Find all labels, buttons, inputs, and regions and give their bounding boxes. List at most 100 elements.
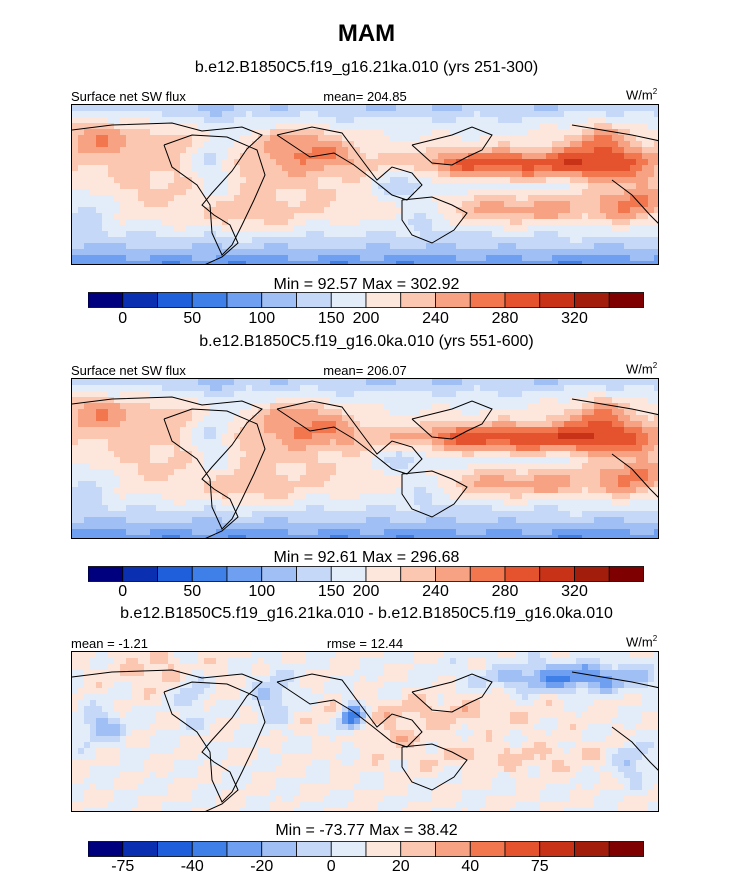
- field-cell: [144, 517, 151, 524]
- field-cell: [354, 451, 361, 458]
- field-cell: [90, 207, 97, 214]
- field-cell: [246, 129, 253, 136]
- field-cell: [462, 243, 469, 250]
- field-cell: [324, 445, 331, 452]
- field-cell: [102, 499, 109, 506]
- panel-2-left-label: Surface net SW flux: [71, 363, 186, 378]
- field-cell: [84, 403, 91, 410]
- field-cell: [534, 243, 541, 250]
- field-cell: [204, 111, 211, 118]
- field-cell: [642, 171, 649, 178]
- field-cell: [72, 511, 79, 518]
- field-cell: [150, 379, 157, 386]
- field-cell: [240, 231, 247, 238]
- field-cell: [138, 385, 145, 392]
- field-cell: [348, 511, 355, 518]
- field-cell: [432, 189, 439, 196]
- field-cell: [480, 117, 487, 124]
- field-cell: [258, 117, 265, 124]
- field-cell: [114, 403, 121, 410]
- field-cell: [420, 225, 427, 232]
- field-cell: [486, 457, 493, 464]
- field-cell: [324, 225, 331, 232]
- field-cell: [204, 159, 211, 166]
- field-cell: [366, 147, 373, 154]
- field-cell: [252, 213, 259, 220]
- field-cell: [588, 481, 595, 488]
- field-cell: [558, 105, 565, 112]
- field-cell: [312, 391, 319, 398]
- field-cell: [552, 231, 559, 238]
- field-cell: [612, 255, 619, 262]
- field-cell: [432, 207, 439, 214]
- field-cell: [72, 207, 79, 214]
- field-cell: [312, 499, 319, 506]
- field-cell: [582, 231, 589, 238]
- field-cell: [570, 445, 577, 452]
- field-cell: [534, 403, 541, 410]
- field-cell: [648, 415, 655, 422]
- field-cell: [90, 123, 97, 130]
- field-cell: [198, 243, 205, 250]
- field-cell: [90, 511, 97, 518]
- field-cell: [546, 171, 553, 178]
- field-cell: [210, 385, 217, 392]
- field-cell: [618, 237, 625, 244]
- field-cell: [216, 421, 223, 428]
- field-cell: [348, 385, 355, 392]
- field-cell: [162, 493, 169, 500]
- field-cell: [174, 189, 181, 196]
- field-cell: [510, 207, 517, 214]
- field-cell: [456, 135, 463, 142]
- field-cell: [264, 421, 271, 428]
- field-cell: [78, 421, 85, 428]
- field-cell: [96, 475, 103, 482]
- field-cell: [330, 207, 337, 214]
- field-cell: [594, 177, 601, 184]
- field-cell: [162, 171, 169, 178]
- field-cell: [354, 457, 361, 464]
- field-cell: [288, 421, 295, 428]
- field-cell: [294, 517, 301, 524]
- field-cell: [252, 255, 259, 262]
- field-cell: [114, 481, 121, 488]
- field-cell: [264, 249, 271, 256]
- field-cell: [516, 475, 523, 482]
- field-cell: [264, 445, 271, 452]
- field-cell: [306, 415, 313, 422]
- field-cell: [120, 255, 127, 262]
- field-cell: [396, 469, 403, 476]
- field-cell: [324, 153, 331, 160]
- field-cell: [522, 201, 529, 208]
- field-cell: [606, 511, 613, 518]
- field-cell: [162, 469, 169, 476]
- field-cell: [516, 445, 523, 452]
- field-cell: [630, 499, 637, 506]
- field-cell: [618, 147, 625, 154]
- field-cell: [606, 243, 613, 250]
- field-cell: [132, 165, 139, 172]
- field-cell: [618, 481, 625, 488]
- field-cell: [576, 415, 583, 422]
- field-cell: [492, 159, 499, 166]
- field-cell: [90, 111, 97, 118]
- field-cell: [306, 111, 313, 118]
- field-cell: [510, 213, 517, 220]
- field-cell: [192, 219, 199, 226]
- field-cell: [402, 475, 409, 482]
- field-cell: [84, 397, 91, 404]
- field-cell: [396, 499, 403, 506]
- field-cell: [336, 225, 343, 232]
- field-cell: [438, 409, 445, 416]
- field-cell: [456, 201, 463, 208]
- field-cell: [360, 225, 367, 232]
- field-cell: [198, 165, 205, 172]
- field-cell: [240, 499, 247, 506]
- field-cell: [636, 403, 643, 410]
- field-cell: [276, 237, 283, 244]
- field-cell: [186, 255, 193, 262]
- field-cell: [168, 195, 175, 202]
- field-cell: [498, 225, 505, 232]
- field-cell: [486, 213, 493, 220]
- field-cell: [462, 409, 469, 416]
